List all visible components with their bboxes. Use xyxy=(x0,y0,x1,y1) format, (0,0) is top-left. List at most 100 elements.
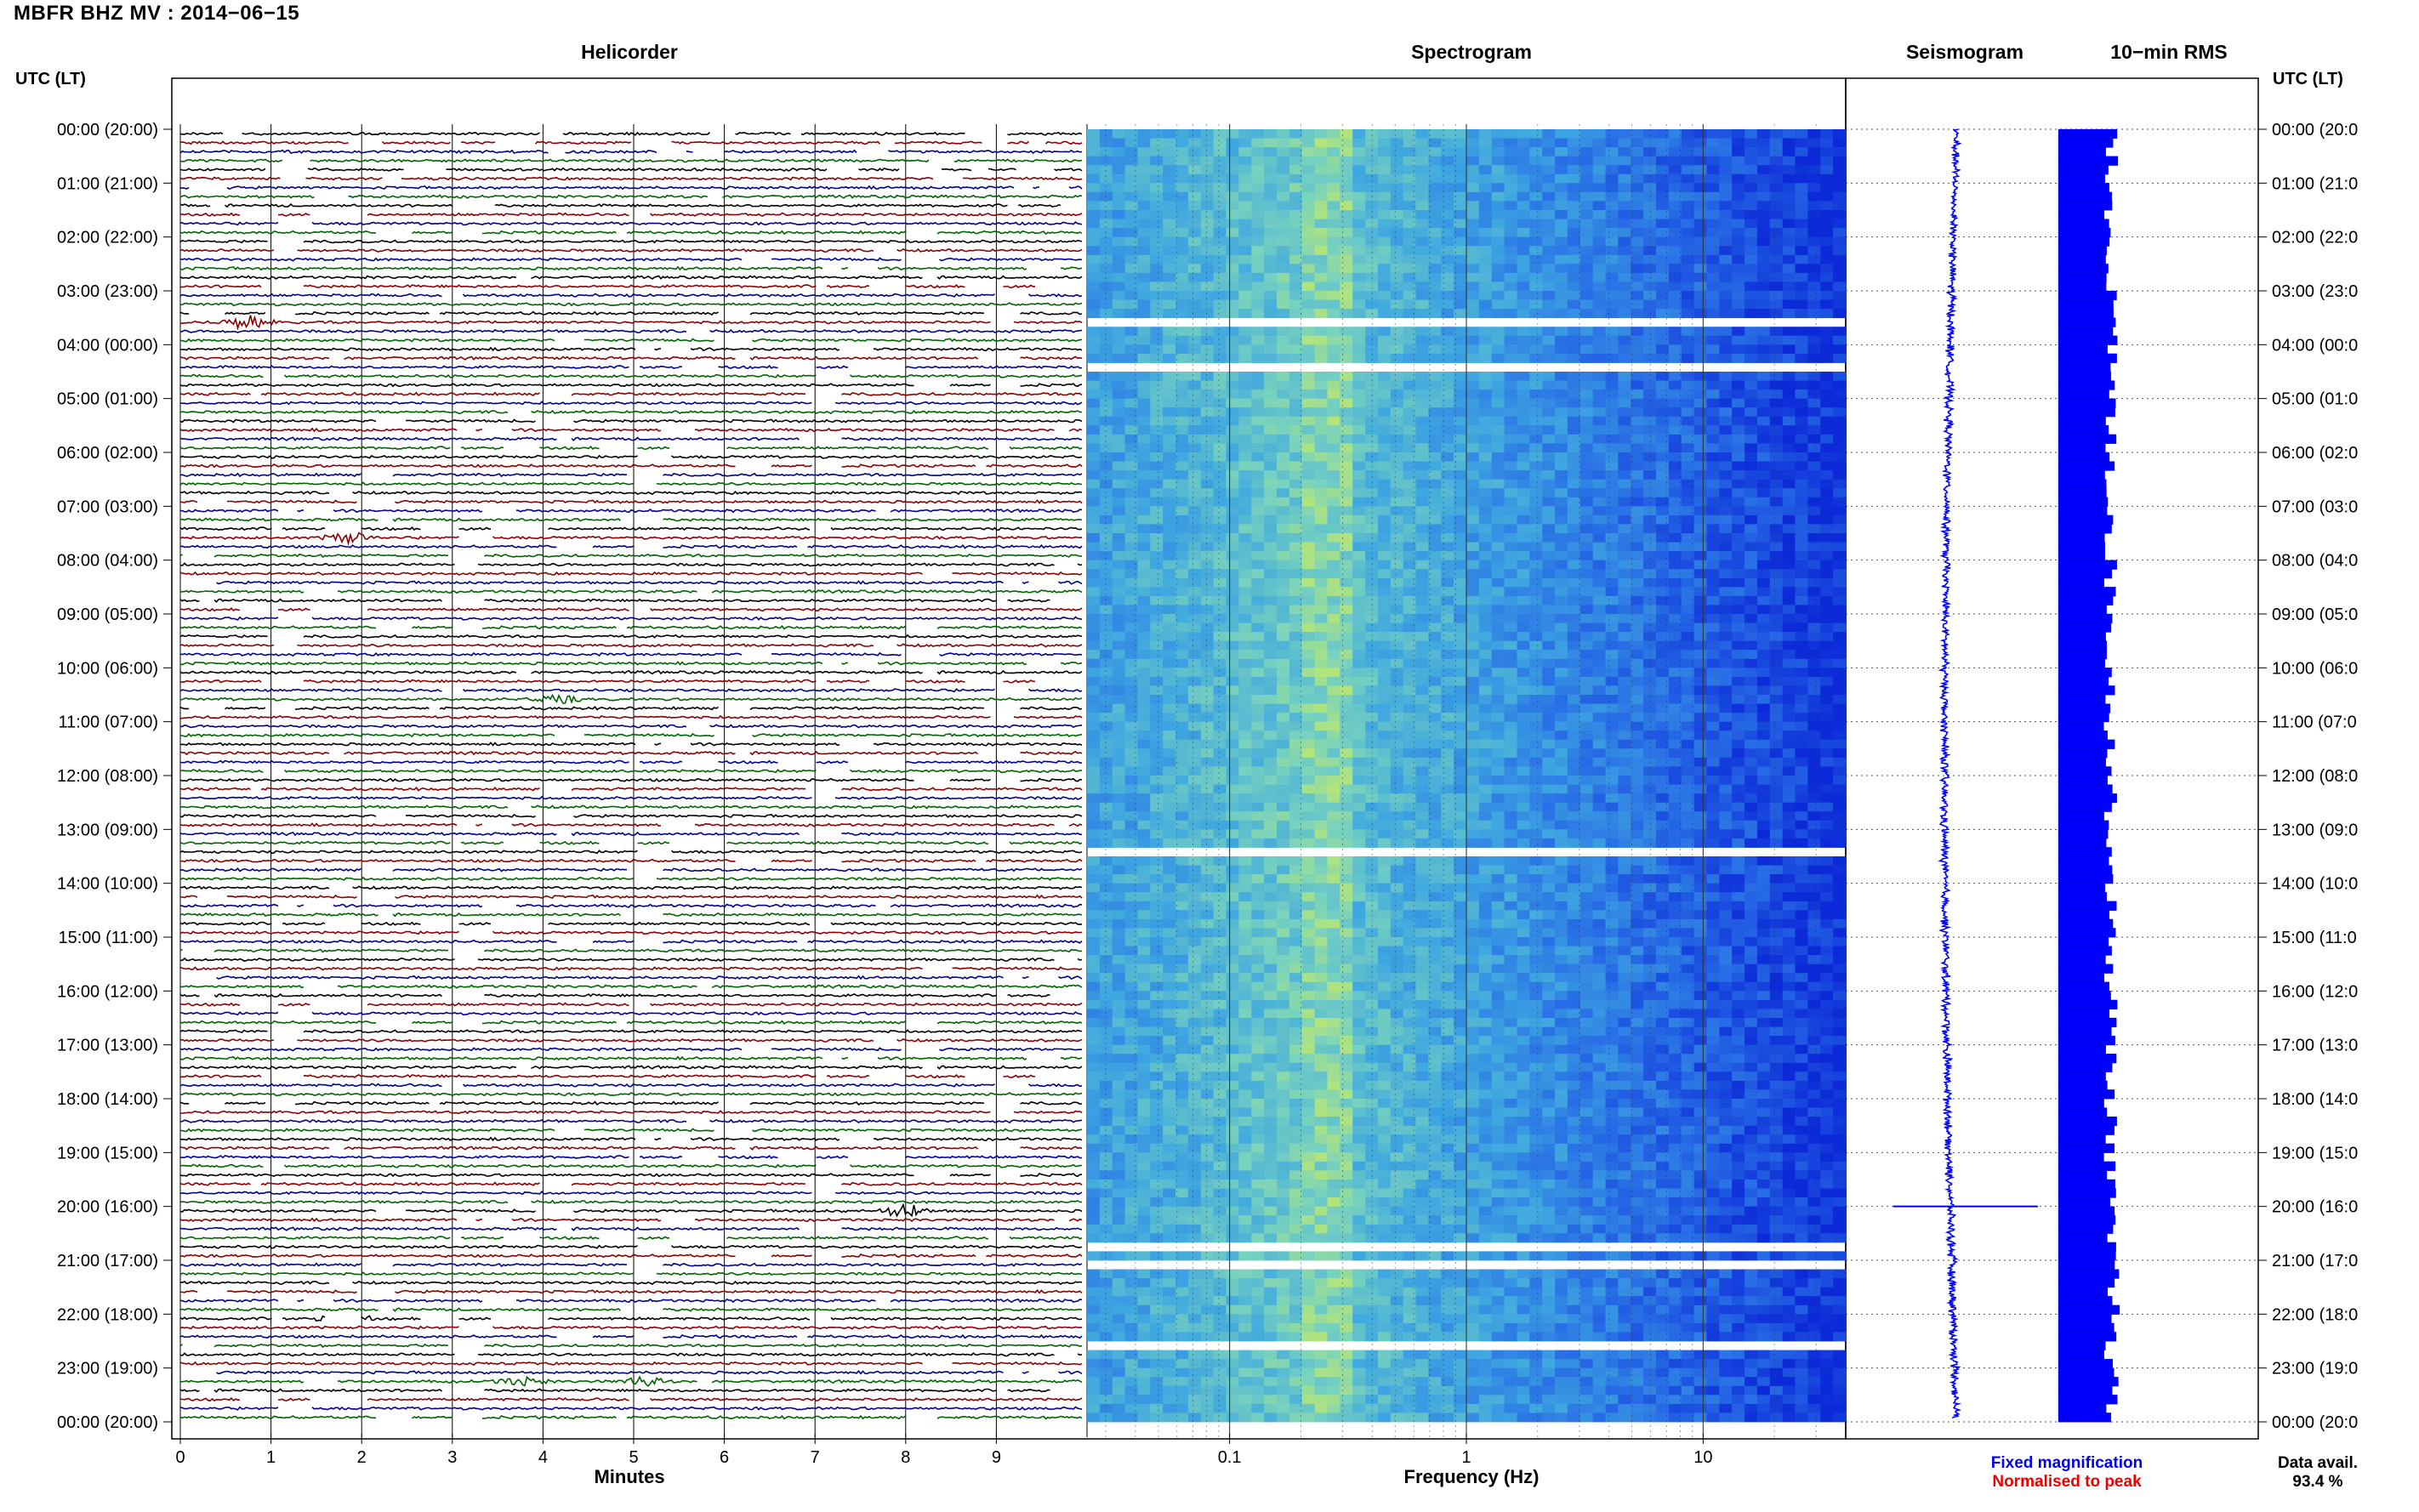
spectrogram-cell xyxy=(1769,246,1784,256)
spectrogram-cell xyxy=(1301,811,1316,821)
spectrogram-cell xyxy=(1175,416,1189,426)
spectrogram-cell xyxy=(1327,730,1340,741)
spectrogram-cell xyxy=(1782,551,1796,561)
spectrogram-cell xyxy=(1592,281,1607,292)
helicorder-trace xyxy=(179,948,1083,953)
spectrogram-cell xyxy=(1187,165,1202,175)
spectrogram-cell xyxy=(1087,407,1101,418)
spectrogram-cell xyxy=(1428,595,1442,605)
spectrogram-cell xyxy=(1795,488,1808,498)
spectrogram-cell xyxy=(1555,577,1568,588)
spectrogram-cell xyxy=(1693,514,1708,525)
spectrogram-cell xyxy=(1200,434,1215,444)
spectrogram-cell xyxy=(1693,389,1708,400)
spectrogram-cell xyxy=(1251,793,1265,804)
spectrogram-cell xyxy=(1643,524,1657,534)
spectrogram-cell xyxy=(1693,246,1708,256)
spectrogram-cell xyxy=(1504,695,1518,704)
spectrogram-cell xyxy=(1529,784,1543,794)
spectrogram-cell xyxy=(1087,524,1101,534)
spectrogram-cell xyxy=(1466,721,1480,731)
spectrogram-cell xyxy=(1631,380,1644,390)
spectrogram-cell xyxy=(1454,793,1467,804)
spectrogram-cell xyxy=(1732,757,1745,767)
spectrogram-cell xyxy=(1314,820,1329,830)
spectrogram-cell xyxy=(1681,201,1695,211)
helicorder-trace xyxy=(179,409,1083,415)
spectrogram-cell xyxy=(1693,488,1708,498)
spectrogram-cell xyxy=(1466,587,1480,597)
spectrogram-cell xyxy=(1579,389,1594,400)
spectrogram-cell xyxy=(1390,344,1404,355)
spectrogram-cell xyxy=(1428,533,1442,543)
spectrogram-cell xyxy=(1187,650,1202,660)
spectrogram-cell xyxy=(1807,533,1821,543)
helicorder-trace xyxy=(179,463,1083,469)
spectrogram-cell xyxy=(1732,416,1745,426)
spectrogram-cell xyxy=(1087,748,1101,759)
spectrogram-cell xyxy=(1579,650,1594,660)
spectrogram-cell xyxy=(1112,838,1126,848)
spectrogram-cell xyxy=(1555,595,1568,605)
spectrogram-cell xyxy=(1795,811,1808,821)
spectrogram-cell xyxy=(1377,488,1392,498)
spectrogram-cell xyxy=(1782,730,1796,741)
spectrogram-cell xyxy=(1112,281,1126,292)
spectrogram-cell xyxy=(1277,668,1290,678)
spectrogram-cell xyxy=(1833,327,1847,337)
spectrogram-cell xyxy=(1150,210,1164,219)
spectrogram-cell xyxy=(1605,640,1619,651)
spectrogram-cell xyxy=(1137,703,1151,713)
spectrogram-cell xyxy=(1732,389,1745,400)
spectrogram-cell xyxy=(1643,425,1657,435)
spectrogram-cell xyxy=(1618,551,1631,561)
spectrogram-cell xyxy=(1365,281,1379,292)
spectrogram-cell xyxy=(1124,730,1139,741)
spectrogram-cell xyxy=(1579,372,1594,381)
spectrogram-cell xyxy=(1807,713,1821,723)
spectrogram-cell xyxy=(1187,201,1202,211)
spectrogram-cell xyxy=(1579,560,1594,570)
spectrogram-cell xyxy=(1555,766,1568,776)
hour-label-left: 12:00 (08:00) xyxy=(57,767,158,786)
spectrogram-cell xyxy=(1099,434,1113,444)
spectrogram-cell xyxy=(1579,829,1594,839)
spectrogram-cell xyxy=(1807,443,1821,453)
spectrogram-cell xyxy=(1807,344,1821,355)
spectrogram-cell xyxy=(1327,443,1340,453)
spectrogram-cell xyxy=(1163,614,1176,623)
spectrogram-cell xyxy=(1807,228,1821,238)
spectrogram-cell xyxy=(1187,389,1202,400)
spectrogram-cell xyxy=(1390,246,1404,256)
spectrogram-cell xyxy=(1137,605,1151,615)
spectrogram-cell xyxy=(1264,201,1278,211)
spectrogram-cell xyxy=(1656,506,1670,516)
helicorder-trace xyxy=(179,643,1083,648)
spectrogram-cell xyxy=(1251,748,1265,759)
spectrogram-cell xyxy=(1251,668,1265,678)
spectrogram-cell xyxy=(1605,766,1619,776)
spectrogram-cell xyxy=(1415,551,1429,561)
spectrogram-cell xyxy=(1112,299,1126,310)
spectrogram-cell xyxy=(1213,605,1227,615)
spectrogram-cell xyxy=(1795,470,1808,480)
spectrogram-cell xyxy=(1099,398,1113,408)
spectrogram-cell xyxy=(1517,173,1530,184)
spectrogram-cell xyxy=(1579,138,1594,148)
spectrogram-cell xyxy=(1706,281,1720,292)
spectrogram-cell xyxy=(1314,398,1329,408)
spectrogram-cell xyxy=(1213,254,1227,264)
spectrogram-cell xyxy=(1301,452,1316,462)
spectrogram-cell xyxy=(1352,784,1366,794)
spectrogram-cell xyxy=(1833,838,1847,848)
spectrogram-cell xyxy=(1087,372,1101,381)
spectrogram-cell xyxy=(1213,776,1227,785)
spectrogram-cell xyxy=(1795,739,1808,749)
spectrogram-cell xyxy=(1213,291,1227,300)
spectrogram-cell xyxy=(1200,264,1215,274)
spectrogram-cell xyxy=(1504,264,1518,274)
spectrogram-cell xyxy=(1226,703,1239,713)
spectrogram-cell xyxy=(1289,219,1303,229)
helicorder-trace xyxy=(179,1396,1083,1402)
spectrogram-cell xyxy=(1567,147,1581,157)
